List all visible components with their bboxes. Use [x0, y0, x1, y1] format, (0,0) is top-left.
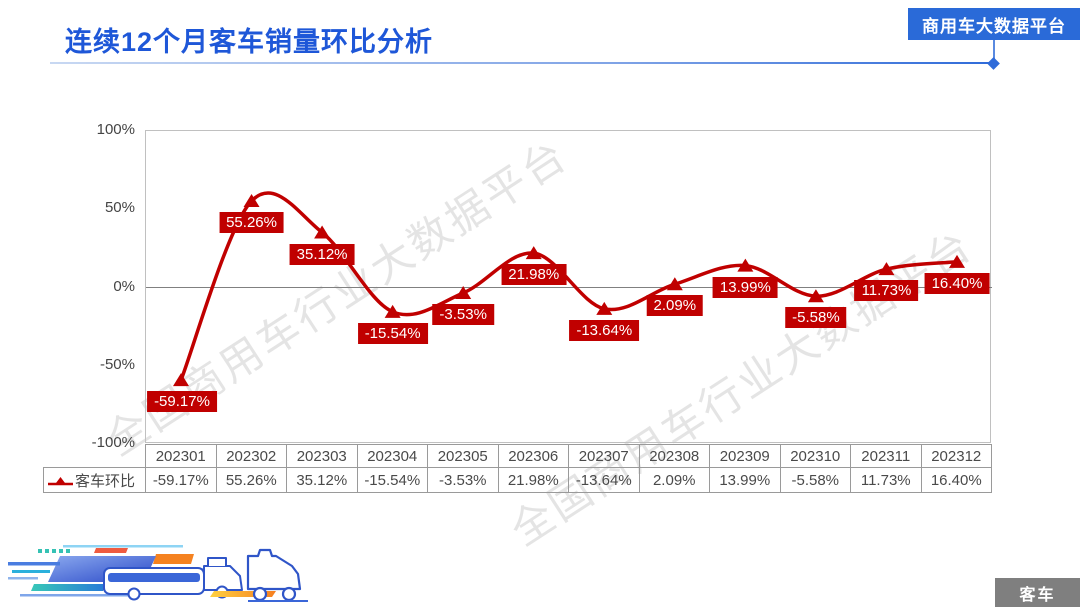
y-axis-tick-label: -50%	[99, 355, 135, 373]
value-cell: -5.58%	[779, 467, 851, 493]
data-point-marker	[173, 373, 189, 387]
value-cell: 13.99%	[709, 467, 781, 493]
data-table: 202301 202302 202303 202304 202305 202306 2023…	[43, 444, 992, 493]
data-label: 2.09%	[646, 295, 704, 317]
data-point-marker	[455, 286, 472, 300]
data-label: -13.64%	[569, 319, 640, 341]
data-label: -5.58%	[785, 307, 847, 329]
series-legend-label: 客车环比	[75, 472, 136, 490]
data-point-marker	[949, 254, 965, 268]
y-axis-tick-label: 100%	[96, 121, 135, 138]
value-cell: 16.40%	[920, 467, 992, 493]
series-line	[179, 191, 958, 381]
table-corner-spacer	[44, 445, 146, 468]
data-point-marker	[384, 304, 401, 318]
trucks-graphic	[8, 545, 308, 602]
y-axis-tick-label: -100%	[91, 434, 135, 451]
truck-icon	[246, 548, 302, 591]
value-cell: 55.26%	[215, 467, 287, 493]
data-point-marker	[666, 277, 683, 291]
month-header-cell: 202306	[497, 444, 569, 468]
data-point-marker	[525, 246, 542, 260]
title-underline	[50, 62, 994, 64]
month-header-cell: 202305	[427, 444, 499, 468]
value-cell: 21.98%	[497, 467, 569, 493]
value-cell: -59.17%	[145, 467, 217, 493]
month-header-cell: 202302	[215, 444, 287, 468]
data-point-marker	[243, 194, 260, 208]
value-cell: 11.73%	[850, 467, 922, 493]
data-label: 21.98%	[501, 264, 567, 286]
table-header-row: 202301 202302 202303 202304 202305 202306 2023…	[44, 444, 992, 468]
month-header-cell: 202307	[568, 444, 640, 468]
month-header-cell: 202309	[709, 444, 781, 468]
month-header-cell: 202308	[638, 444, 710, 468]
month-header-cell: 202312	[920, 444, 992, 468]
month-header-cell: 202310	[779, 444, 851, 468]
value-cell: -15.54%	[356, 467, 428, 493]
month-header-cell: 202301	[145, 444, 217, 468]
data-point-marker	[737, 258, 754, 272]
data-label: -15.54%	[357, 322, 428, 344]
series-legend-icon	[48, 476, 73, 485]
badge-diamond-icon	[987, 57, 1000, 70]
data-label: 55.26%	[219, 212, 284, 234]
data-label: 16.40%	[924, 272, 990, 294]
legend-cell: 客车环比	[43, 467, 146, 493]
data-label: -59.17%	[147, 391, 217, 413]
plot-area: -59.17% 55.26% 35.12% -15.54% -3.53% 21.98% -1…	[145, 130, 992, 443]
line-chart	[146, 191, 992, 387]
value-cell: 2.09%	[638, 467, 710, 493]
data-point-marker	[314, 225, 331, 239]
y-axis-tick-label: 0%	[113, 277, 135, 295]
value-cell: -13.64%	[568, 467, 640, 493]
data-label: 13.99%	[712, 276, 778, 298]
data-point-marker	[807, 289, 824, 303]
data-point-marker	[878, 262, 895, 276]
category-badge: 客车	[995, 578, 1080, 607]
page-title: 连续12个月客车销量环比分析	[65, 27, 434, 57]
y-axis-tick-label: 50%	[104, 199, 135, 217]
value-cell: -3.53%	[427, 467, 499, 493]
month-header-cell: 202303	[286, 444, 358, 468]
data-label: -3.53%	[432, 304, 494, 326]
month-header-cell: 202304	[356, 444, 428, 468]
badge-connector-line	[993, 40, 995, 62]
data-label: 35.12%	[289, 243, 355, 265]
data-label: 11.73%	[854, 280, 919, 302]
truck-icon	[203, 557, 243, 591]
month-header-cell: 202311	[850, 444, 922, 468]
bus-icon	[103, 567, 205, 601]
value-cell: 35.12%	[286, 467, 358, 493]
table-value-row: 客车环比 -59.17% 55.26% 35.12% -15.54% -3.53% 21.…	[43, 467, 992, 493]
platform-badge: 商用车大数据平台	[908, 8, 1080, 40]
data-point-marker	[596, 301, 613, 315]
